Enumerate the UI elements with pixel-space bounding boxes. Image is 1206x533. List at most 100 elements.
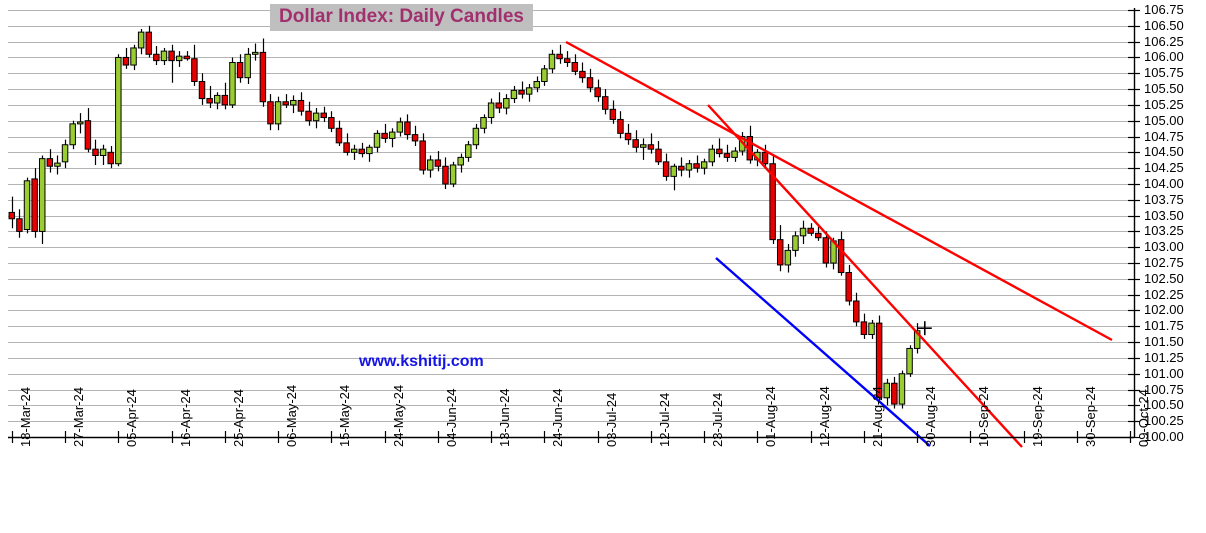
candle-body [381, 132, 388, 139]
candle-body [130, 47, 137, 66]
x-axis-tick-label: 03-Jul-24 [603, 392, 619, 447]
candle-body [853, 300, 860, 323]
candle-body [822, 237, 830, 264]
y-axis-tick-label: 102.75 [1144, 255, 1184, 271]
candle-body [465, 144, 472, 158]
candle-body [563, 58, 571, 64]
candle-body [267, 101, 274, 125]
candle-body [305, 110, 312, 122]
candle-body [891, 382, 898, 405]
candle-body [38, 158, 46, 232]
candle-body [84, 120, 92, 150]
candle-body [868, 322, 875, 336]
candle-body [350, 148, 358, 153]
candle-body [875, 322, 883, 399]
candle-body [845, 272, 852, 302]
candle-body [860, 321, 868, 336]
y-axis-tick-label: 101.00 [1144, 365, 1184, 381]
candle-body [8, 211, 16, 220]
candle-body [457, 156, 464, 166]
trendline-overlays [565, 40, 1113, 448]
y-axis-tick-label: 102.25 [1144, 286, 1184, 302]
candle-body [115, 56, 122, 165]
candle-body [335, 127, 343, 144]
candle-body [548, 53, 556, 70]
candle-body [54, 162, 61, 167]
candle-body [815, 232, 822, 239]
candle-body [601, 96, 609, 110]
candle-body [480, 117, 487, 129]
y-axis-tick-label: 104.75 [1144, 128, 1184, 144]
x-axis-tick-label: 30-Aug-24 [923, 386, 939, 447]
y-axis-tick-label: 106.25 [1144, 33, 1184, 49]
y-axis-tick-label: 103.75 [1144, 191, 1184, 207]
candle-body [731, 150, 738, 158]
x-axis-tick-label: 30-Sep-24 [1082, 386, 1098, 447]
candle-body [183, 55, 191, 60]
candle-body [510, 89, 518, 100]
y-axis-tick-label: 103.00 [1144, 239, 1184, 255]
candle-body [328, 117, 335, 129]
y-axis-tick-label: 106.50 [1144, 17, 1184, 33]
x-axis-tick-label: 21-Aug-24 [869, 386, 885, 447]
x-axis-tick-label: 09-Oct-24 [1136, 389, 1152, 447]
candle-body [366, 146, 373, 155]
y-axis-tick-label: 106.75 [1144, 2, 1184, 17]
y-axis-tick-label: 101.75 [1144, 318, 1184, 334]
x-axis-tick-label: 25-Apr-24 [230, 389, 246, 447]
y-axis-tick-label: 104.00 [1144, 175, 1184, 191]
candle-body [655, 148, 662, 163]
x-axis-tick-label: 19-Sep-24 [1029, 386, 1045, 447]
blue-support [715, 257, 931, 447]
x-axis-tick-label: 05-Apr-24 [124, 389, 140, 447]
candle-body [449, 164, 457, 185]
x-axis-tick-label: 16-Apr-24 [177, 389, 193, 447]
x-axis-tick-label: 12-Aug-24 [816, 386, 832, 447]
candle-body [434, 159, 442, 167]
candle-body [229, 62, 236, 106]
candle-body [61, 144, 69, 163]
y-axis-tick-label: 102.50 [1144, 270, 1184, 286]
candle-body [662, 161, 670, 177]
x-axis-tick-label: 13-Jun-24 [497, 388, 513, 447]
x-axis-tick-label: 01-Aug-24 [763, 386, 779, 447]
candle-body [700, 161, 708, 169]
lower-red-resistance [707, 104, 1023, 448]
candle-body [533, 80, 541, 89]
candle-body [776, 239, 784, 266]
candle-body [716, 148, 723, 155]
candle-body [31, 178, 38, 232]
y-axis-tick-label: 100.00 [1144, 429, 1184, 444]
candle-body [282, 101, 289, 106]
candle-body [77, 121, 84, 125]
y-axis-tick-label: 106.00 [1144, 49, 1184, 65]
candle-body [122, 56, 130, 66]
candle-body [213, 94, 221, 104]
candle-body [556, 53, 563, 60]
y-axis-tick-label: 101.50 [1144, 334, 1184, 350]
candle-body [191, 58, 198, 82]
candle-body [373, 132, 381, 148]
y-axis-tick-label: 102.00 [1144, 302, 1184, 318]
candle-body [617, 118, 624, 134]
candle-body [145, 31, 152, 55]
candle-body [46, 158, 54, 167]
candle-body [761, 151, 769, 165]
x-axis-tick-label: 04-Jun-24 [443, 388, 459, 447]
y-axis-tick-label: 104.25 [1144, 160, 1184, 176]
candle-body [312, 112, 320, 122]
candle-body [427, 159, 434, 171]
candle-body [723, 153, 731, 158]
candle-body [632, 139, 639, 148]
candle-body [906, 347, 913, 375]
candle-body [571, 62, 579, 72]
watermark-link: www.kshitij.com [359, 353, 484, 370]
y-axis-tick-label: 105.00 [1144, 112, 1184, 128]
candle-body [883, 382, 890, 399]
x-axis-tick-label: 10-Sep-24 [976, 386, 992, 447]
candle-body [670, 165, 677, 177]
x-axis-tick-label: 23-Jul-24 [710, 392, 726, 447]
candle-body [708, 148, 715, 163]
candle-body [693, 163, 700, 169]
